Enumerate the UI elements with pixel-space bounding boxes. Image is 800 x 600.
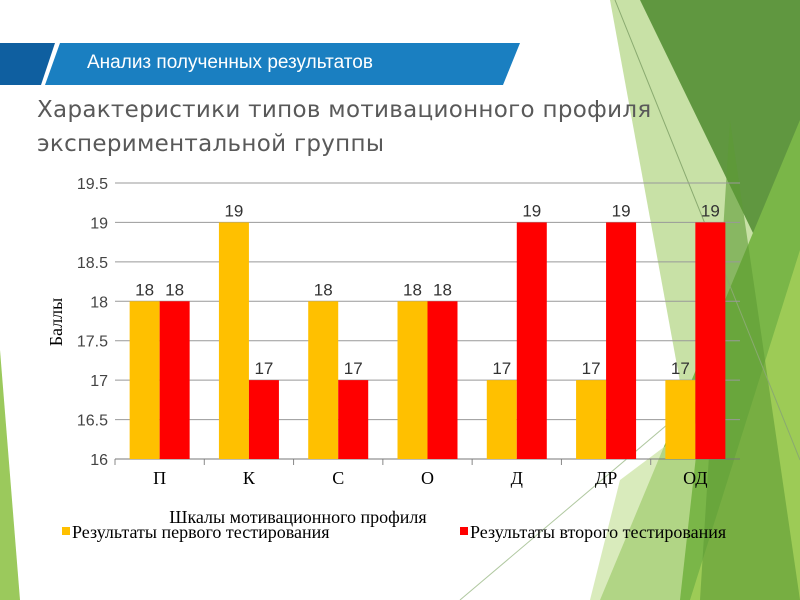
x-tick-label: ДР [595, 468, 617, 488]
bar-series2 [159, 301, 190, 459]
bar-series1 [397, 301, 428, 459]
x-tick-label: О [421, 468, 434, 488]
bar-series2 [338, 380, 369, 459]
legend-swatch-series1 [62, 527, 70, 535]
bar-series1 [218, 222, 249, 459]
legend-swatch-series2 [460, 527, 468, 535]
bar-series2 [516, 222, 547, 459]
data-label: 17 [582, 359, 601, 378]
y-tick-label: 18 [90, 294, 108, 311]
bar-series1 [576, 380, 607, 459]
y-tick-label: 16 [90, 452, 108, 469]
x-tick-label: Д [511, 468, 523, 488]
y-tick-label: 16.5 [77, 413, 108, 430]
x-tick-label: П [153, 468, 166, 488]
data-label: 19 [224, 201, 243, 220]
y-tick-label: 18.5 [77, 255, 108, 272]
data-label: 19 [701, 201, 720, 220]
bar-series2 [427, 301, 458, 459]
data-label: 18 [314, 280, 333, 299]
legend-label-series2: Результаты второго тестирования [470, 522, 726, 542]
legend-label-series1: Результаты первого тестирования [72, 522, 330, 542]
y-tick-label: 19 [90, 215, 108, 232]
data-label: 17 [344, 359, 363, 378]
y-tick-label: 17 [90, 373, 108, 390]
data-label: 18 [165, 280, 184, 299]
data-label: 19 [612, 201, 631, 220]
data-label: 18 [403, 280, 422, 299]
x-tick-label: К [243, 468, 256, 488]
data-label: 17 [492, 359, 511, 378]
y-tick-label: 17.5 [77, 334, 108, 351]
y-axis-label: Баллы [46, 298, 66, 347]
x-axis-label: Шкалы мотивационного профиля [169, 507, 426, 527]
bar-series2 [248, 380, 279, 459]
section-banner [0, 43, 520, 85]
x-tick-label: ОД [683, 468, 707, 488]
data-label: 18 [433, 280, 452, 299]
data-label: 19 [522, 201, 541, 220]
data-label: 17 [254, 359, 273, 378]
bar-series1 [129, 301, 160, 459]
y-tick-label: 19.5 [77, 176, 108, 193]
bar-series1 [486, 380, 517, 459]
section-banner-text: Анализ полученных результатов [87, 52, 373, 73]
slide-title-line2: экспериментальной группы [37, 131, 385, 157]
bar-series2 [695, 222, 726, 459]
slide-title-line1: Характеристики типов мотивационного проф… [37, 97, 652, 123]
data-label: 18 [135, 280, 154, 299]
bar-series2 [606, 222, 637, 459]
slide-title: Характеристики типов мотивационного проф… [37, 93, 651, 161]
x-tick-label: С [332, 468, 344, 488]
bar-series1 [665, 380, 696, 459]
data-label: 17 [671, 359, 690, 378]
bar-series1 [308, 301, 339, 459]
